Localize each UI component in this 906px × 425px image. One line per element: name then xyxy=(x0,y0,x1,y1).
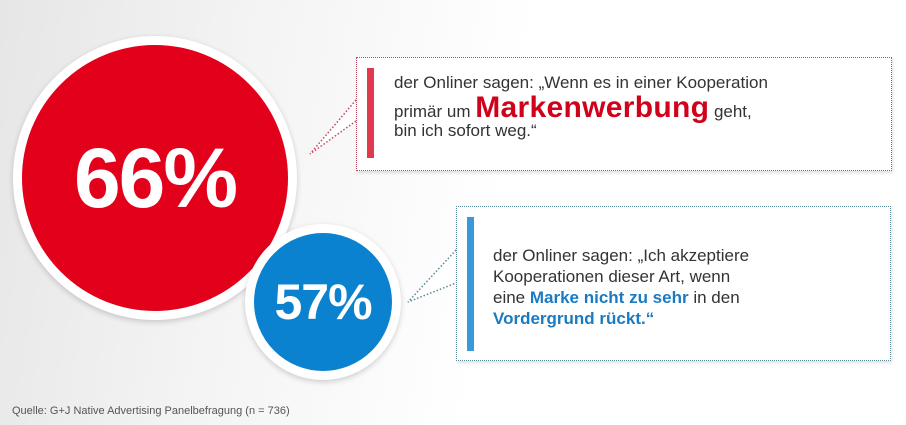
quote-text-part: eine xyxy=(493,288,526,307)
accent-bar xyxy=(467,217,474,351)
highlight-markenwerbung: Markenwerbung xyxy=(475,91,710,124)
quote-text-part: primär um xyxy=(394,102,471,121)
stat-circle-57: 57% xyxy=(245,224,401,380)
quote-line: der Onliner sagen: „Ich akzeptiere xyxy=(493,246,750,265)
quote-line: der Onliner sagen: „Wenn es in einer Koo… xyxy=(394,73,768,92)
stat-value: 66% xyxy=(73,130,238,225)
accent-bar xyxy=(367,68,374,158)
quote-text: der Onliner sagen: „Wenn es in einer Koo… xyxy=(394,72,884,142)
quote-box-vordergrund: der Onliner sagen: „Ich akzeptiere Koope… xyxy=(456,206,891,361)
quote-line: bin ich sofort weg.“ xyxy=(394,121,537,140)
stat-value: 57% xyxy=(274,274,372,330)
quote-line: primär um Markenwerbung geht, xyxy=(394,91,884,125)
quote-text-part: in den xyxy=(693,288,740,307)
highlight-marke: Marke nicht zu sehr xyxy=(529,288,689,307)
quote-text: der Onliner sagen: „Ich akzeptiere Koope… xyxy=(493,245,883,329)
highlight-vordergrund: Vordergrund rückt.“ xyxy=(493,309,655,328)
quote-text-part: geht, xyxy=(713,102,752,121)
quote-box-markenwerbung: der Onliner sagen: „Wenn es in einer Koo… xyxy=(356,57,892,171)
source-note: Quelle: G+J Native Advertising Panelbefr… xyxy=(12,405,290,417)
quote-line: eine Marke nicht zu sehr in den xyxy=(493,287,883,308)
quote-line: Kooperationen dieser Art, wenn xyxy=(493,267,731,286)
